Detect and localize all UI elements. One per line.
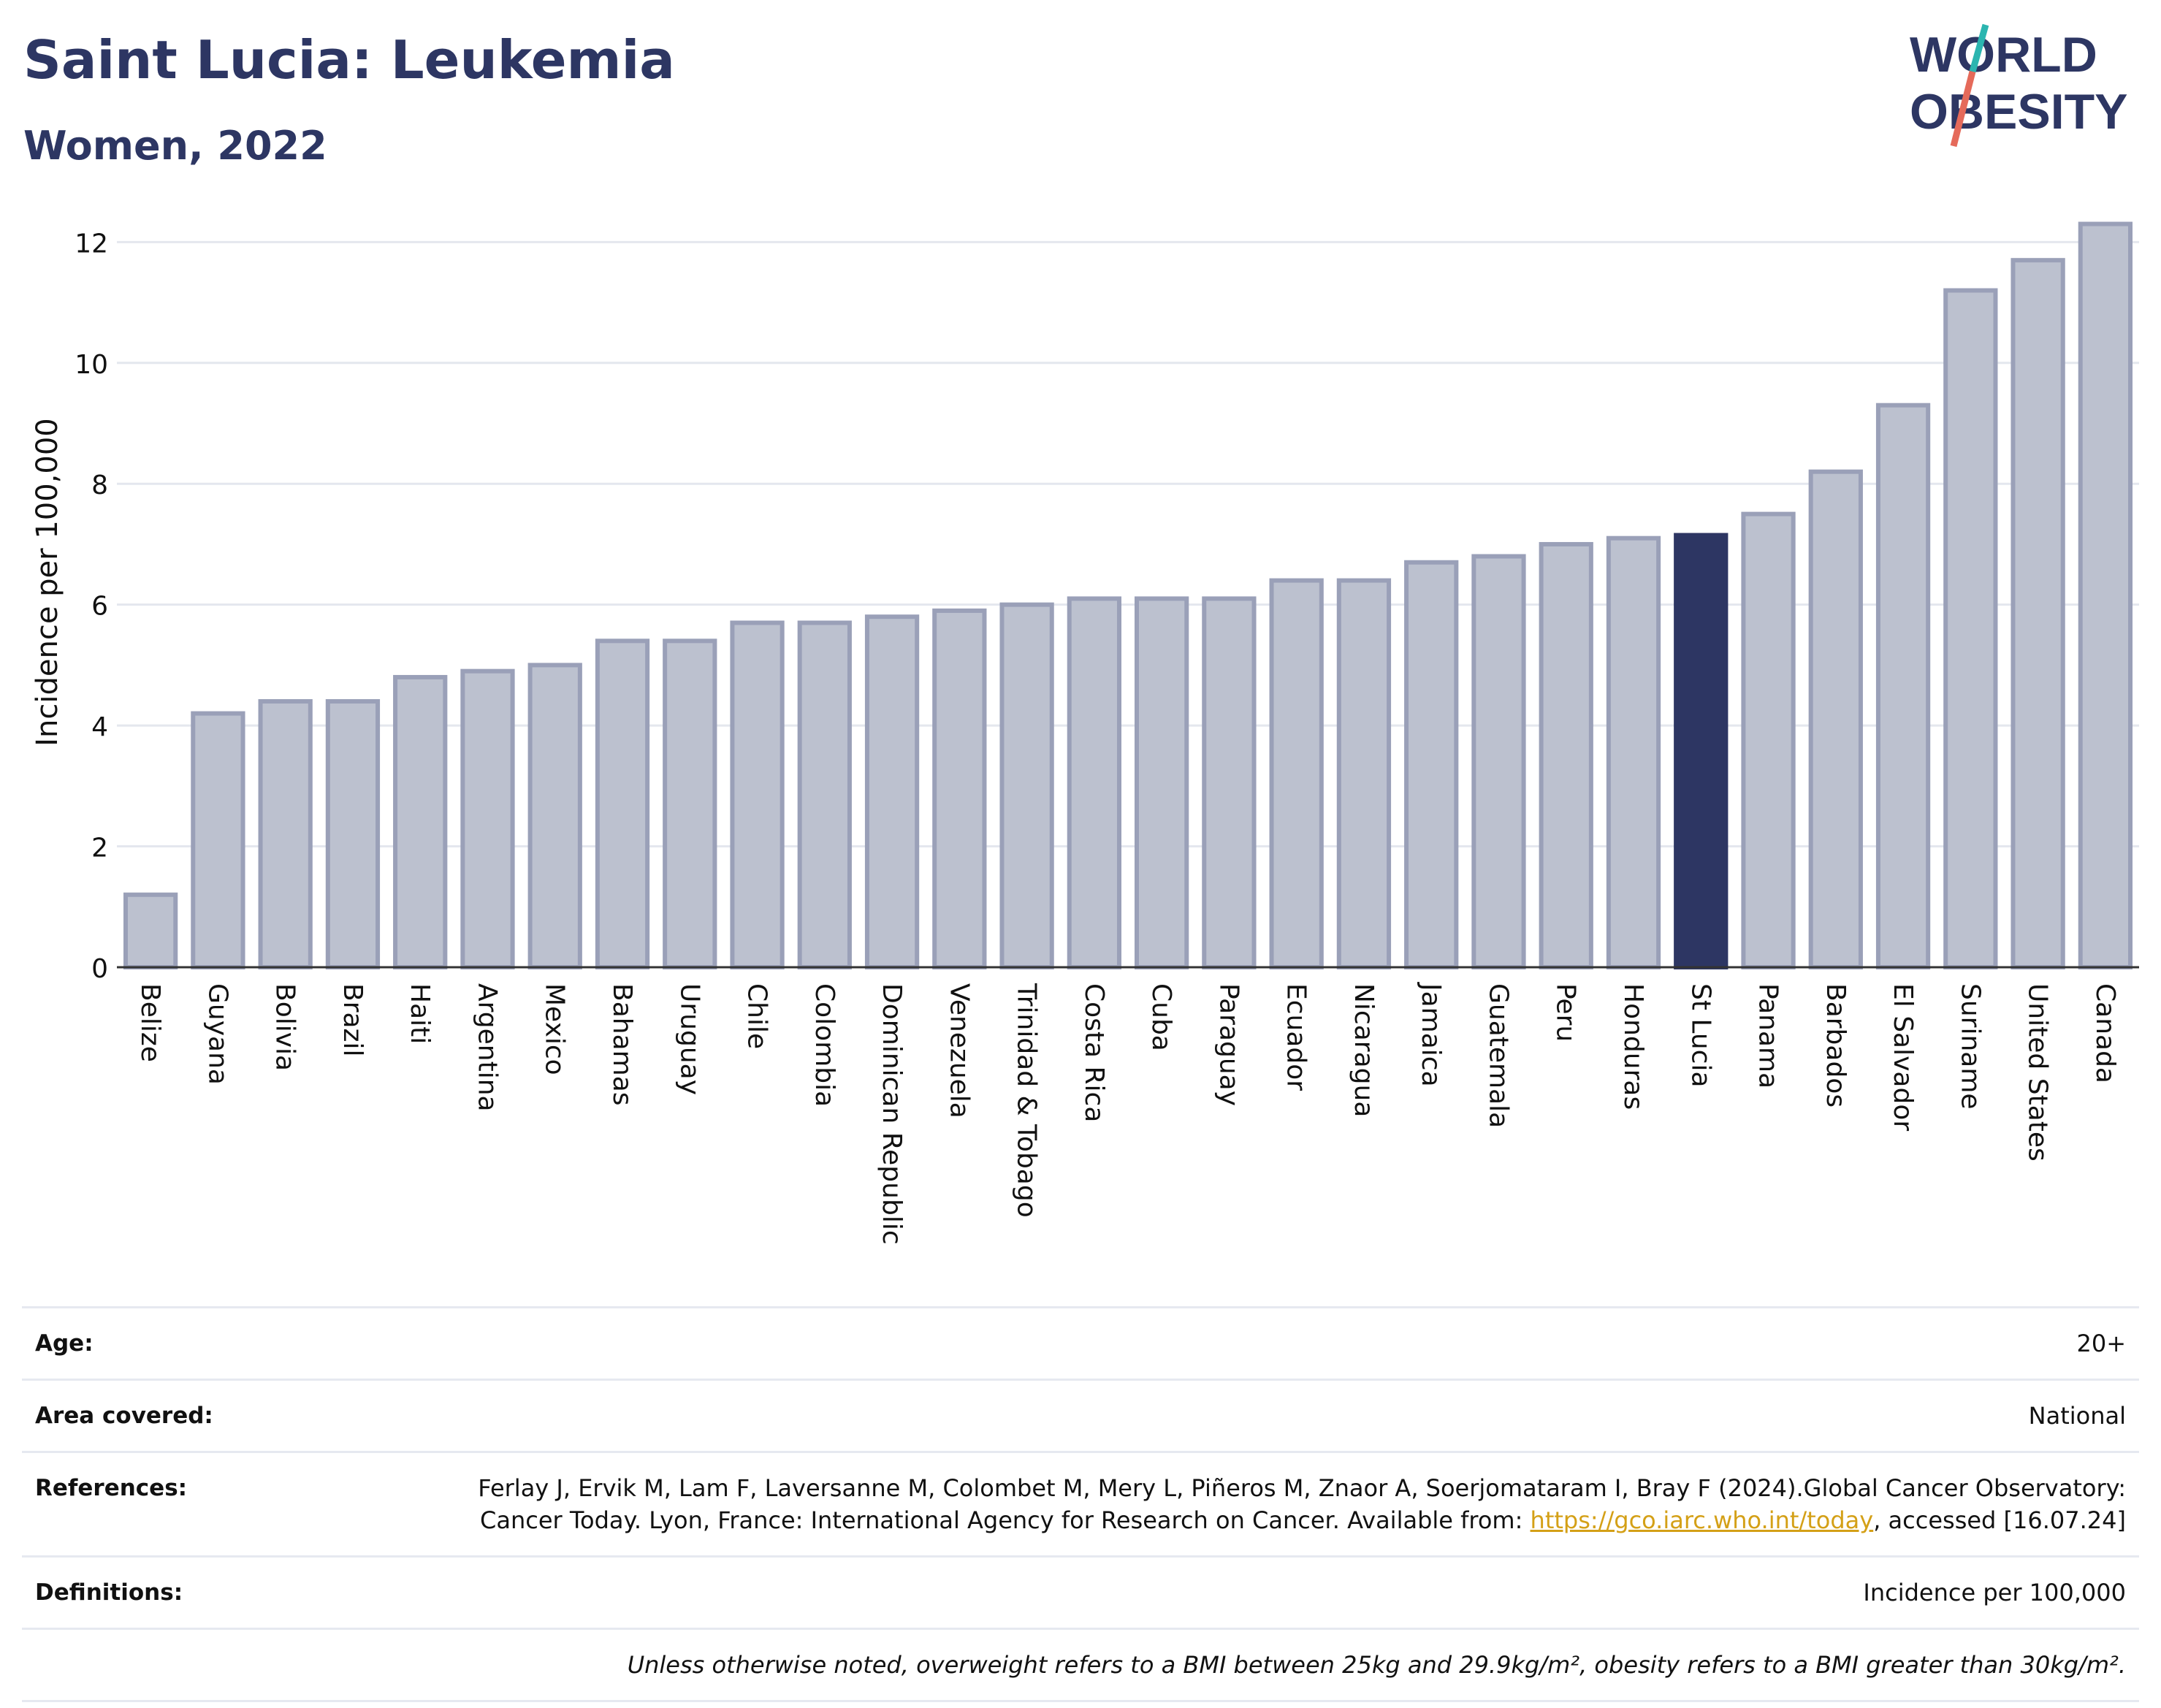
bar-cuba: [1134, 596, 1189, 970]
bar-trinidad-tobago: [999, 602, 1054, 969]
references-label: References:: [35, 1475, 188, 1501]
x-tick-label: Suriname: [1955, 983, 1985, 1110]
x-tick-label: United States: [2023, 983, 2053, 1162]
bar-paraguay: [1202, 596, 1257, 970]
bar-nicaragua: [1336, 578, 1392, 969]
x-tick-label: Colombia: [809, 983, 839, 1107]
logo-line2: OBESITY: [1910, 84, 2128, 140]
bar-uruguay: [663, 638, 717, 969]
logo-slash-teal: [1969, 23, 1989, 73]
bar-canada: [2078, 221, 2133, 969]
x-tick-label: Barbados: [1821, 983, 1851, 1107]
bar-united-states: [2011, 258, 2065, 969]
world-obesity-logo: WORLD OBESITY: [1910, 23, 2128, 148]
y-tick-label: 0: [91, 954, 108, 984]
info-row-note: Unless otherwise noted, overweight refer…: [22, 1628, 2139, 1702]
x-tick-label: Argentina: [472, 983, 502, 1112]
area-value: National: [2028, 1402, 2126, 1430]
y-tick-label: 6: [91, 592, 108, 622]
x-tick-label: Peru: [1551, 983, 1581, 1042]
bar-panama: [1741, 511, 1796, 969]
bar-mexico: [527, 663, 582, 970]
bar-argentina: [460, 668, 515, 969]
x-tick-label: Trinidad & Tobago: [1012, 983, 1042, 1218]
bar-venezuela: [932, 608, 987, 970]
bar-guatemala: [1471, 554, 1526, 969]
y-axis-ticks: 0 2 4 6 8 10 12: [75, 229, 108, 984]
logo-slash-coral: [1950, 70, 1976, 148]
bar-haiti: [393, 674, 448, 969]
y-tick-label: 10: [75, 350, 108, 380]
area-label: Area covered:: [35, 1403, 213, 1429]
age-value: 20+: [2076, 1330, 2126, 1357]
definitions-label: Definitions:: [35, 1579, 183, 1606]
x-tick-label: St Lucia: [1685, 983, 1715, 1088]
y-tick-label: 4: [91, 712, 108, 742]
x-tick-label: Dominican Republic: [877, 983, 907, 1245]
x-tick-label: Mexico: [540, 983, 570, 1075]
x-tick-label: Bahamas: [607, 983, 637, 1106]
info-row-references: References: Ferlay J, Ervik M, Lam F, La…: [22, 1451, 2139, 1555]
x-axis-labels: Belize Guyana Bolivia Brazil Haiti Argentina M…: [135, 982, 2120, 1245]
info-table: Age: 20+ Area covered: National Referenc…: [22, 1306, 2139, 1702]
x-tick-label: Paraguay: [1213, 983, 1243, 1106]
definitions-value: Incidence per 100,000: [1863, 1579, 2126, 1606]
bar-suriname: [1943, 288, 1998, 969]
info-row-area: Area covered: National: [22, 1379, 2139, 1451]
bar-belize: [123, 892, 178, 969]
x-tick-label: Costa Rica: [1079, 983, 1109, 1122]
x-tick-label: Bolivia: [270, 983, 300, 1071]
y-tick-label: 12: [75, 229, 108, 259]
y-tick-label: 2: [91, 834, 108, 863]
x-tick-label: Venezuela: [944, 983, 974, 1118]
x-tick-label: Honduras: [1618, 983, 1648, 1110]
chart-title: Saint Lucia: Leukemia: [23, 29, 675, 91]
bar-costa-rica: [1067, 596, 1122, 970]
references-suffix: , accessed [16.07.24]: [1873, 1506, 2126, 1534]
bar-guyana: [191, 711, 245, 969]
bar-bolivia: [258, 699, 313, 969]
bar-jamaica: [1404, 560, 1459, 969]
x-tick-label: Haiti: [405, 983, 435, 1044]
grid-lines: [117, 240, 2139, 848]
info-row-age: Age: 20+: [22, 1306, 2139, 1379]
x-tick-label: Guyana: [202, 983, 232, 1085]
x-tick-label: Chile: [742, 983, 772, 1049]
y-axis-label: Incidence per 100,000: [31, 418, 64, 747]
bar-colombia: [797, 620, 852, 969]
bar-el-salvador: [1875, 403, 1931, 969]
references-value: Ferlay J, Ervik M, Lam F, Laversanne M, …: [446, 1472, 2126, 1536]
y-tick-label: 8: [91, 470, 108, 500]
x-tick-label: Jamaica: [1416, 982, 1446, 1087]
x-tick-label: El Salvador: [1888, 983, 1918, 1131]
x-tick-label: Ecuador: [1281, 983, 1311, 1091]
chart-subtitle: Women, 2022: [23, 123, 327, 169]
bmi-note: Unless otherwise noted, overweight refer…: [627, 1651, 2126, 1679]
x-tick-label: Belize: [135, 983, 165, 1062]
x-tick-label: Guatemala: [1483, 983, 1513, 1128]
info-row-definitions: Definitions: Incidence per 100,000: [22, 1555, 2139, 1628]
references-link[interactable]: https://gco.iarc.who.int/today: [1530, 1506, 1874, 1534]
x-tick-label: Cuba: [1146, 983, 1176, 1051]
x-tick-label: Uruguay: [674, 983, 704, 1095]
bar-chile: [730, 620, 785, 969]
x-tick-label: Panama: [1753, 983, 1783, 1089]
references-text: Ferlay J, Ervik M, Lam F, Laversanne M, …: [478, 1474, 2126, 1534]
bar-honduras: [1606, 535, 1661, 969]
bar-ecuador: [1269, 578, 1324, 969]
bar-brazil: [325, 699, 381, 969]
bar-peru: [1539, 541, 1593, 969]
bars: [123, 221, 2133, 970]
age-label: Age:: [35, 1330, 94, 1357]
bar-chart: 0 2 4 6 8 10 12 Belize Guyana Bolivia Brazil Haiti…: [31, 221, 2139, 1245]
bar-st-lucia: [1674, 533, 1729, 969]
bar-dominican-republic: [864, 614, 920, 969]
x-tick-label: Nicaragua: [1349, 983, 1379, 1117]
bar-barbados: [1808, 469, 1863, 969]
x-tick-label: Brazil: [338, 983, 367, 1056]
x-tick-label: Canada: [2090, 983, 2120, 1083]
bar-bahamas: [595, 638, 650, 969]
logo-line1: WORLD: [1910, 27, 2097, 83]
